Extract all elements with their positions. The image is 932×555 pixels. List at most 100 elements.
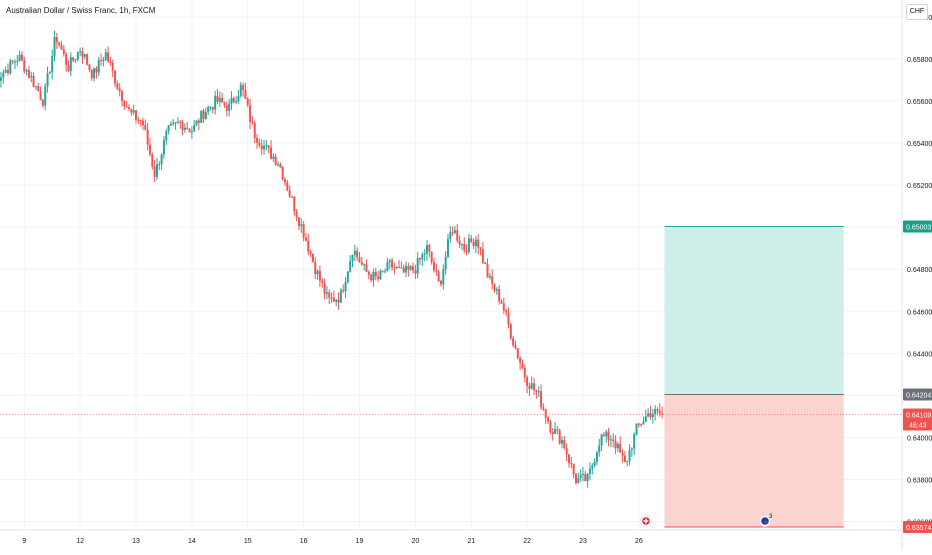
candle-body xyxy=(633,434,636,449)
candle-body xyxy=(600,434,603,446)
time-tick-label: 12 xyxy=(76,538,84,545)
candle-body xyxy=(288,190,291,197)
candle-body xyxy=(616,443,619,449)
candle xyxy=(27,65,30,80)
candle-body xyxy=(565,448,568,455)
candle xyxy=(281,166,284,181)
candle xyxy=(484,261,487,265)
candle-body xyxy=(614,441,617,449)
candle xyxy=(237,89,240,104)
candle-body xyxy=(11,60,14,62)
candle xyxy=(144,119,147,131)
candle xyxy=(265,140,268,151)
candle xyxy=(649,406,652,420)
candle xyxy=(591,462,594,475)
candle-body xyxy=(414,270,417,274)
candle-body xyxy=(6,69,9,74)
candle xyxy=(300,218,303,233)
candle-body xyxy=(90,69,93,79)
candle xyxy=(309,249,312,258)
candle-body xyxy=(41,99,44,106)
candle-body xyxy=(470,238,473,242)
candle xyxy=(23,56,26,74)
candle-body xyxy=(661,413,664,415)
candle-body xyxy=(370,274,373,281)
candle xyxy=(379,269,382,280)
candle-body xyxy=(139,119,142,121)
long-position-tool[interactable] xyxy=(664,226,844,528)
candle xyxy=(288,185,291,198)
candle-body xyxy=(93,68,96,79)
candle-body xyxy=(300,224,303,226)
candle xyxy=(342,284,345,294)
candle-body xyxy=(144,124,147,130)
candle-body xyxy=(193,124,196,132)
candle xyxy=(295,209,298,222)
candle xyxy=(97,56,100,77)
candle-body xyxy=(244,89,247,100)
currency-selector[interactable]: CHF xyxy=(906,4,928,20)
stop-price-badge: 0.63574 xyxy=(903,521,932,534)
candle-body xyxy=(34,86,37,88)
candle xyxy=(325,285,328,300)
candle-body xyxy=(270,147,273,159)
candle xyxy=(197,118,200,131)
candle xyxy=(353,244,356,262)
candle-body xyxy=(581,473,584,475)
candle-body xyxy=(335,299,338,302)
candle xyxy=(656,407,659,415)
candle-body xyxy=(591,465,594,469)
target-price-badge: 0.65003 xyxy=(903,220,932,233)
candle xyxy=(346,270,349,284)
candle xyxy=(290,196,293,199)
candle xyxy=(577,472,580,484)
candle-body xyxy=(197,120,200,123)
candle xyxy=(69,52,72,77)
candle-body xyxy=(232,98,235,103)
candle-body xyxy=(311,253,314,262)
candle-body xyxy=(165,131,168,141)
candle-body xyxy=(32,75,35,87)
flag-ch-icon[interactable] xyxy=(640,515,652,527)
candle-body xyxy=(328,292,331,298)
candle xyxy=(370,273,373,283)
candle xyxy=(458,235,461,249)
candle-body xyxy=(211,106,214,110)
candle xyxy=(304,232,307,242)
candle-body xyxy=(561,439,564,444)
candle-body xyxy=(551,431,554,434)
candle-body xyxy=(421,254,424,260)
candle xyxy=(293,196,296,216)
candle-body xyxy=(535,390,538,393)
candle xyxy=(372,268,375,287)
candle xyxy=(626,460,629,467)
candle-body xyxy=(65,53,68,65)
candle-body xyxy=(444,256,447,270)
candle xyxy=(426,240,428,261)
candle-body xyxy=(428,245,431,252)
candle xyxy=(570,456,573,469)
price-tick-label: 0.64400 xyxy=(907,351,932,358)
candle-body xyxy=(0,77,2,81)
candle xyxy=(6,63,9,76)
candle-body xyxy=(353,250,356,256)
candle xyxy=(414,264,417,280)
candle xyxy=(486,258,489,278)
candle-body xyxy=(221,97,224,103)
price-tick-label: 0.64800 xyxy=(907,267,932,274)
candle-body xyxy=(523,368,526,378)
candle xyxy=(416,252,419,279)
candle-body xyxy=(356,250,359,258)
candle xyxy=(218,91,221,107)
candle xyxy=(188,127,191,133)
candle-body xyxy=(174,122,177,124)
candle-body xyxy=(190,131,193,133)
candle xyxy=(114,69,117,88)
candle xyxy=(25,68,28,76)
candle-body xyxy=(477,239,480,248)
candle xyxy=(111,59,114,78)
candle xyxy=(400,261,403,269)
flag-au-icon[interactable]: 3 xyxy=(759,514,774,527)
